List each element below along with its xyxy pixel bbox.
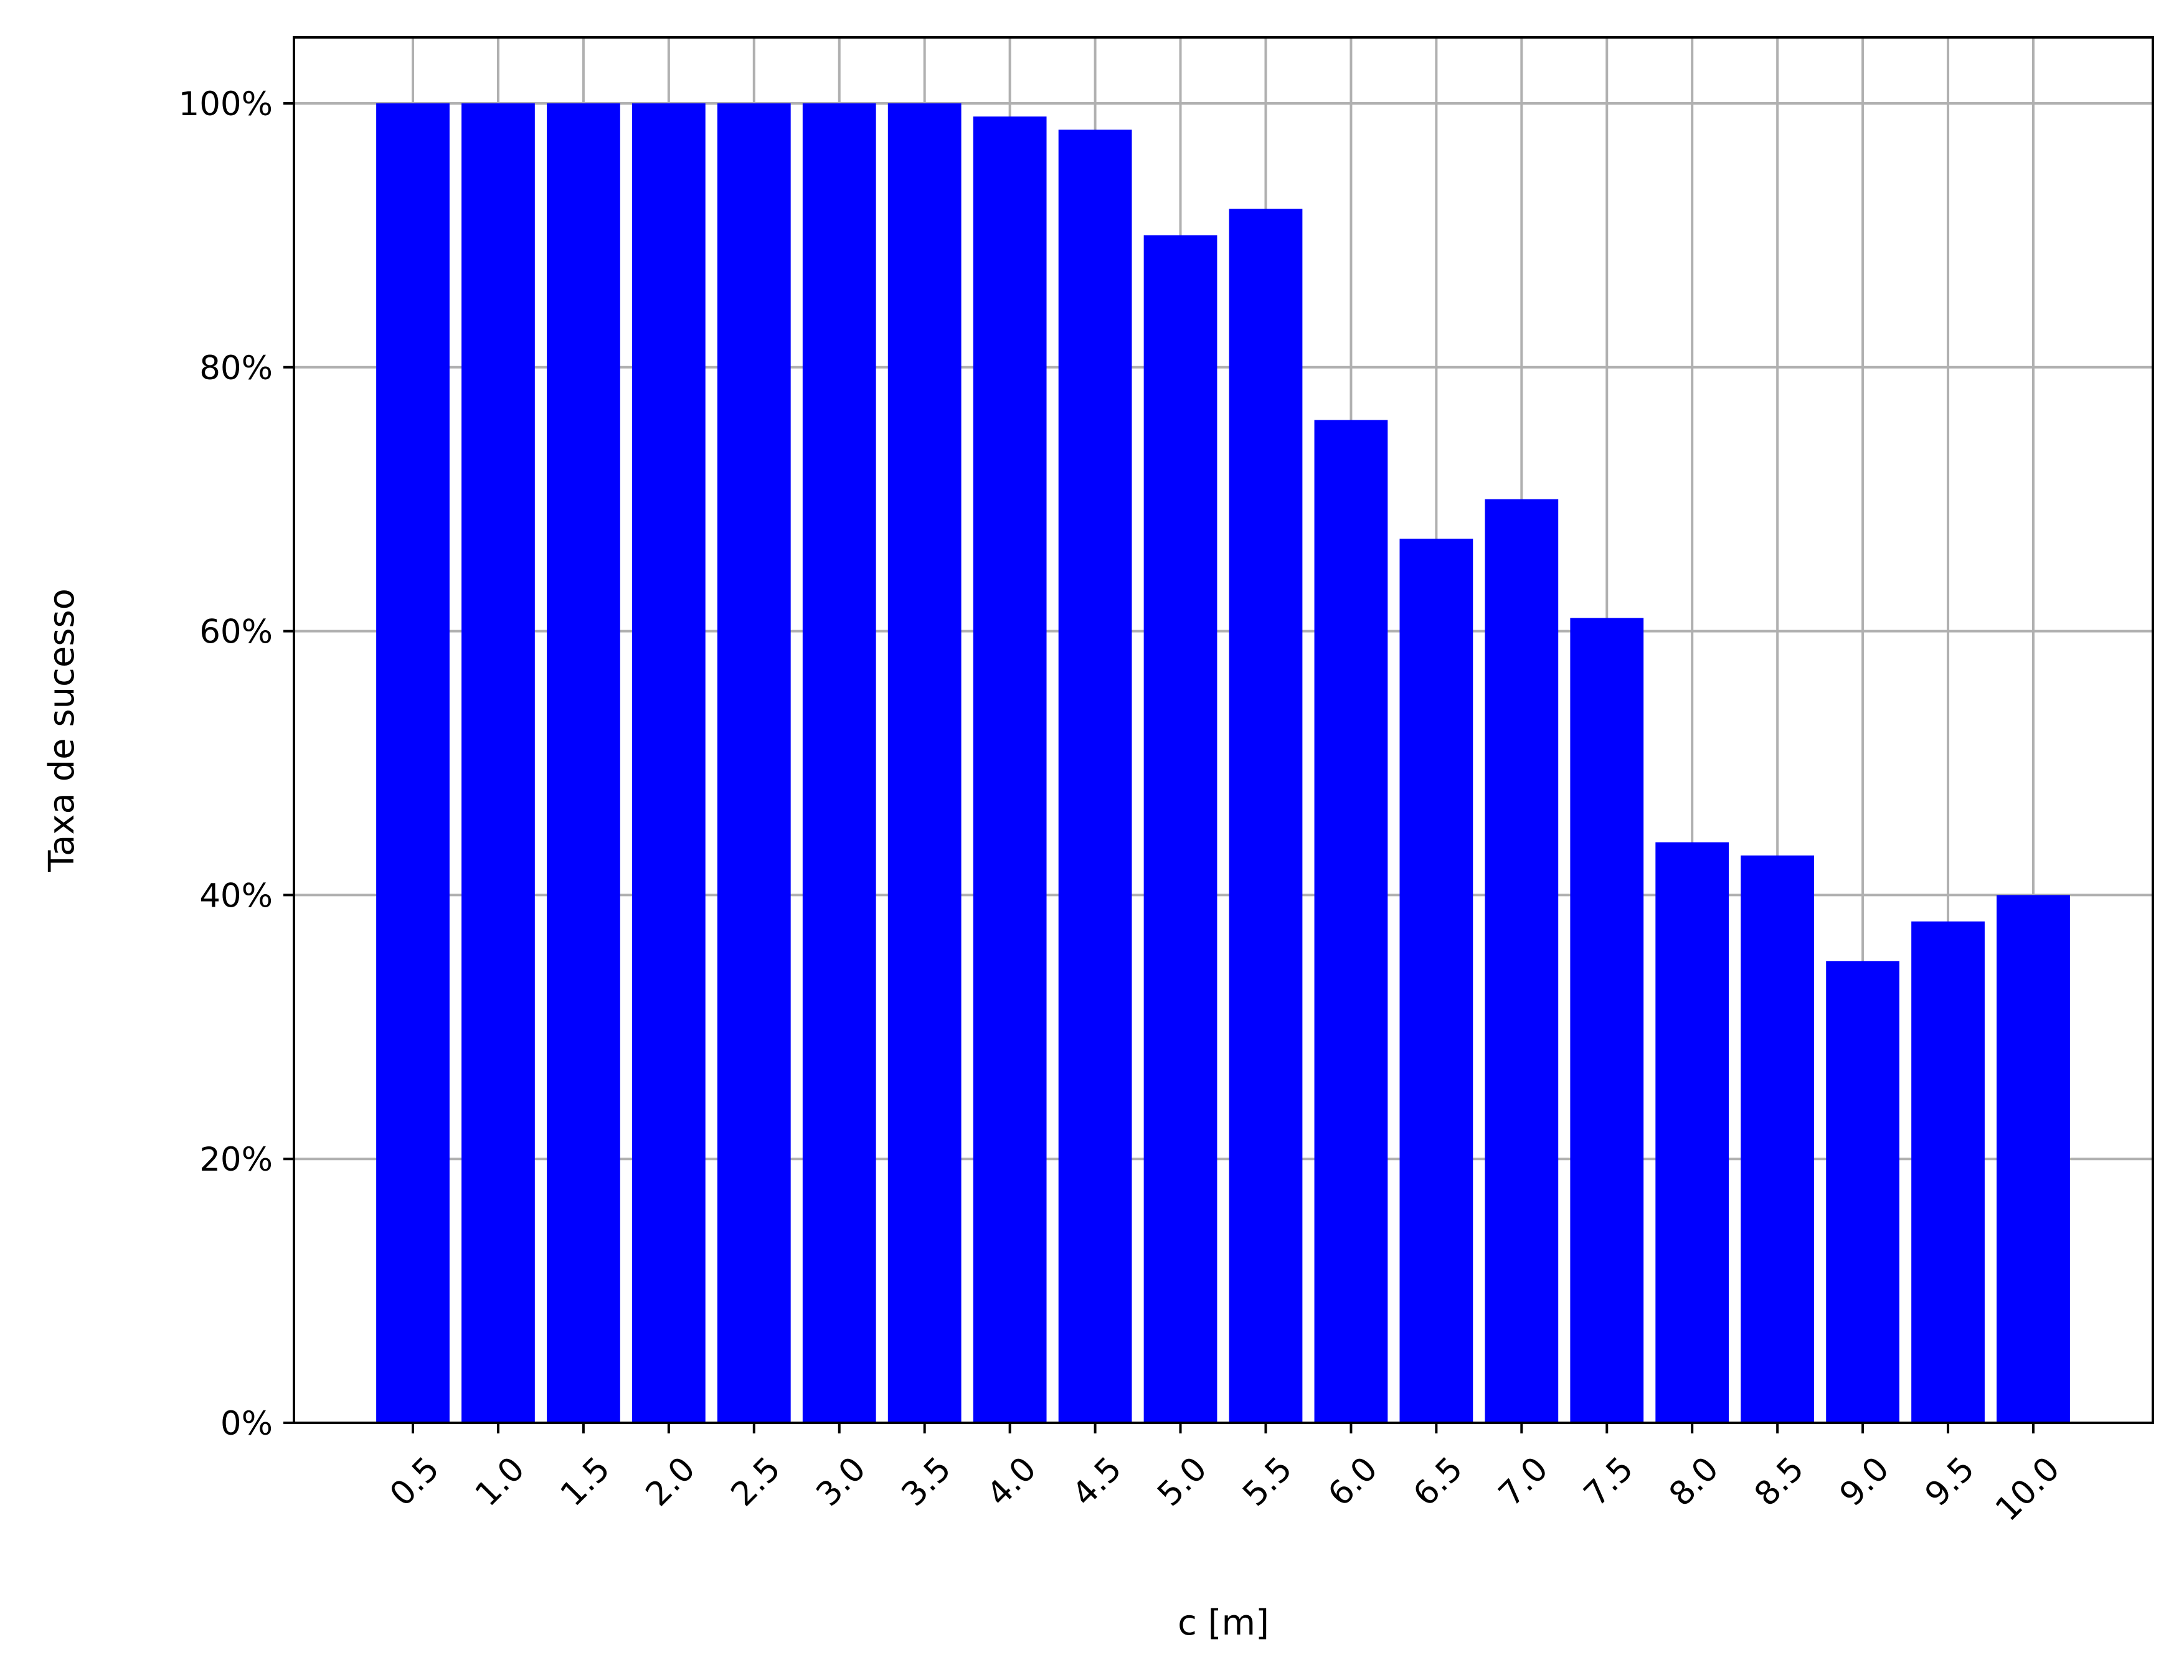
bar-4.0 bbox=[973, 116, 1047, 1423]
bar-9.0 bbox=[1826, 961, 1899, 1423]
bar-10.0 bbox=[1997, 895, 2070, 1423]
bar-5.5 bbox=[1229, 209, 1303, 1423]
y-tick-label: 60% bbox=[199, 613, 273, 651]
y-axis-title: Taxa de sucesso bbox=[42, 588, 82, 872]
plot-border bbox=[293, 36, 2154, 1424]
x-axis-title: c [m] bbox=[1178, 1603, 1269, 1643]
bar-8.5 bbox=[1741, 855, 1815, 1423]
bar-7.5 bbox=[1570, 618, 1644, 1423]
bar-0.5 bbox=[376, 103, 450, 1423]
bar-3.0 bbox=[802, 103, 876, 1423]
bar-2.5 bbox=[717, 103, 791, 1423]
bar-1.5 bbox=[547, 103, 620, 1423]
y-tick-label: 20% bbox=[199, 1141, 273, 1179]
y-tick-label: 100% bbox=[178, 85, 273, 123]
bars bbox=[376, 103, 2070, 1423]
y-tick-label: 40% bbox=[199, 877, 273, 915]
bar-7.0 bbox=[1485, 499, 1559, 1423]
y-tick-label: 80% bbox=[199, 349, 273, 387]
bar-1.0 bbox=[461, 103, 535, 1423]
bar-4.5 bbox=[1058, 130, 1132, 1423]
bar-8.0 bbox=[1655, 842, 1729, 1423]
bar-2.0 bbox=[631, 103, 706, 1423]
plot-frame bbox=[293, 36, 2154, 1424]
bar-9.5 bbox=[1911, 921, 1985, 1423]
y-tick-label: 0% bbox=[220, 1405, 273, 1443]
bar-6.0 bbox=[1314, 420, 1388, 1423]
bar-6.5 bbox=[1399, 539, 1473, 1423]
y-axis-ticks: 0% 20% 40% 60% 80% 100% bbox=[178, 85, 294, 1443]
bar-5.0 bbox=[1143, 235, 1217, 1423]
bar-3.5 bbox=[887, 103, 962, 1423]
